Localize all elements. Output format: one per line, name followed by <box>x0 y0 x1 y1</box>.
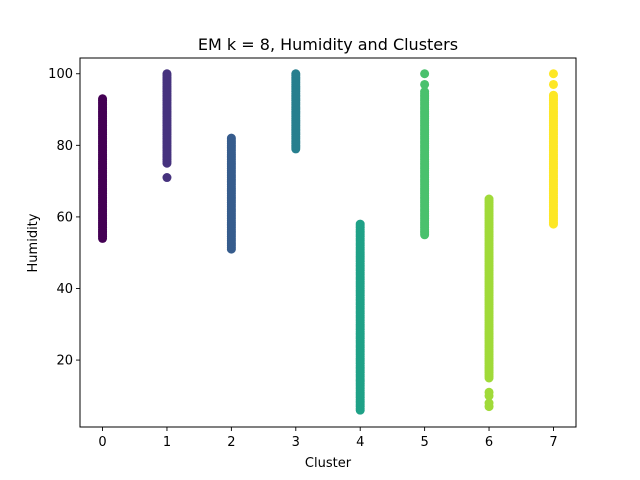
data-point-outlier <box>162 173 172 183</box>
x-tick-label: 7 <box>549 435 557 450</box>
data-point <box>355 219 365 229</box>
x-tick-label: 3 <box>292 435 300 450</box>
chart-title: EM k = 8, Humidity and Clusters <box>198 35 458 54</box>
cluster-4-points <box>355 219 365 415</box>
data-point-outlier <box>484 387 494 397</box>
x-axis-label: Cluster <box>305 456 352 471</box>
y-tick-label: 20 <box>56 354 73 369</box>
data-point <box>98 94 108 104</box>
y-tick-label: 40 <box>56 282 73 297</box>
x-tick-label: 0 <box>98 435 106 450</box>
data-point-outlier <box>420 79 430 89</box>
x-axis-ticks: 0 1 2 3 4 5 6 7 <box>98 427 558 450</box>
x-tick-label: 4 <box>356 435 364 450</box>
cluster-5-points <box>420 69 430 240</box>
cluster-1-points <box>162 69 172 183</box>
data-point <box>484 194 494 204</box>
x-tick-label: 5 <box>420 435 428 450</box>
cluster-0-points <box>98 94 108 243</box>
x-tick-label: 6 <box>485 435 493 450</box>
data-points <box>98 69 558 415</box>
y-tick-label: 100 <box>48 67 73 82</box>
y-axis-ticks: 20 40 60 80 100 <box>48 67 80 369</box>
data-point-outlier <box>484 398 494 408</box>
y-tick-label: 80 <box>56 139 73 154</box>
y-tick-label: 60 <box>56 210 73 225</box>
data-point-outlier <box>548 79 558 89</box>
y-axis-label: Humidity <box>26 213 41 272</box>
cluster-2-points <box>226 133 236 254</box>
data-point-outlier <box>548 69 558 79</box>
x-tick-label: 1 <box>163 435 171 450</box>
data-point <box>291 69 301 79</box>
cluster-3-points <box>291 69 301 154</box>
data-point-outlier <box>420 69 430 79</box>
data-point <box>226 133 236 143</box>
cluster-6-points <box>484 194 494 412</box>
plot-frame <box>79 57 577 428</box>
cluster-7-points <box>548 69 558 229</box>
data-point <box>420 87 430 97</box>
x-tick-label: 2 <box>227 435 235 450</box>
data-point <box>548 90 558 100</box>
data-point <box>162 69 172 79</box>
